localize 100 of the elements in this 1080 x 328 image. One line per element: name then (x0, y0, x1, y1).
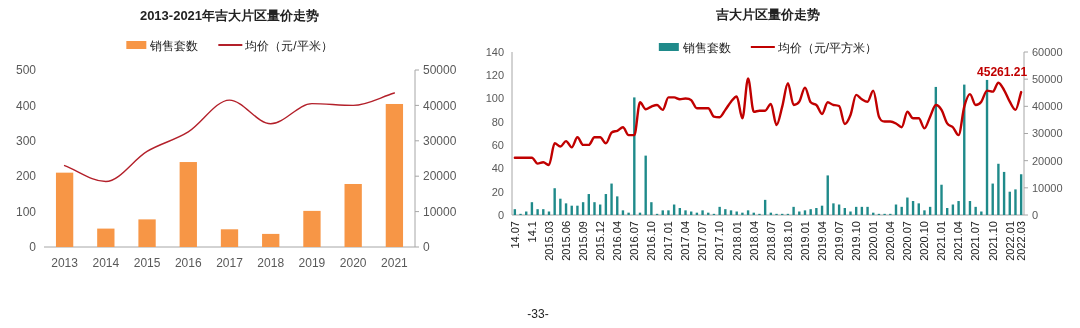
legend-label: 均价（元/平米） (244, 39, 333, 53)
y-tick-label: 100 (485, 92, 504, 105)
x-tick-label: 2019 (298, 256, 326, 270)
bar (866, 206, 869, 215)
y-tick-label: 140 (485, 45, 504, 58)
bar (303, 210, 321, 247)
bar (1014, 189, 1017, 215)
x-tick-label: 2016.04 (611, 221, 624, 261)
x-tick-label: 2020.10 (918, 221, 931, 261)
x-tick-label: 2017.07 (696, 221, 709, 261)
data-label: 45261.21 (977, 65, 1028, 80)
x-tick-label: 2020.07 (901, 221, 914, 261)
x-tick-label: 2015 (133, 256, 161, 270)
x-tick-label: 2015.03 (542, 221, 555, 261)
bar (684, 210, 687, 215)
bar (729, 210, 733, 215)
x-tick-label: 2018.07 (764, 221, 777, 261)
x-tick-label: 2021.04 (952, 221, 965, 261)
bar (644, 155, 647, 215)
y2-tick-label: 0 (423, 240, 430, 255)
legend-label: 销售套数 (681, 41, 731, 55)
y-tick-label: 500 (15, 63, 37, 78)
y-tick-label: 400 (15, 98, 37, 113)
bar (650, 202, 653, 215)
bar (815, 208, 818, 215)
bar (957, 201, 960, 215)
x-tick-label: 2019.07 (832, 221, 845, 261)
bar (900, 206, 903, 215)
bar (385, 103, 404, 247)
bar (344, 183, 362, 247)
y2-tick-label: 40000 (1032, 100, 1063, 113)
x-tick-label: 2021 (381, 256, 409, 270)
x-tick-label: 2016.10 (645, 221, 658, 261)
line-series (513, 77, 1023, 167)
bar (940, 184, 943, 215)
chart-title: 吉大片区量价走势 (715, 7, 820, 22)
x-tick-label: 2019.10 (850, 221, 863, 261)
y-tick-label: 60 (491, 138, 504, 151)
y2-tick-label: 10000 (423, 204, 457, 219)
bar (559, 198, 562, 215)
bar (832, 203, 835, 215)
y-tick-label: 0 (497, 208, 504, 221)
bar (621, 210, 625, 215)
y-tick-label: 120 (485, 69, 504, 82)
bar (593, 202, 596, 215)
x-tick-label: 2017 (216, 256, 244, 270)
x-tick-label: 2015.09 (576, 221, 589, 261)
y-tick-label: 200 (15, 169, 37, 184)
bar (792, 206, 795, 215)
x-tick-label: 2016 (174, 256, 202, 270)
y2-tick-label: 10000 (1032, 181, 1063, 194)
legend-label: 均价（元/平方米） (776, 41, 878, 55)
bar (576, 205, 579, 215)
line-series (63, 92, 396, 183)
y-tick-label: 80 (491, 115, 504, 128)
bar (803, 210, 807, 215)
legend-label: 销售套数 (149, 39, 199, 53)
y2-tick-label: 40000 (423, 98, 457, 113)
bar (746, 210, 750, 215)
y2-tick-label: 30000 (1032, 127, 1063, 140)
x-tick-label: 2017.04 (679, 221, 692, 261)
x-tick-label: 2020.01 (867, 221, 880, 261)
y-tick-label: 20 (491, 185, 504, 198)
bar (262, 233, 280, 247)
bar (536, 209, 539, 215)
bar (701, 210, 704, 215)
bar (55, 172, 74, 247)
bar (610, 183, 613, 215)
y2-tick-label: 30000 (423, 134, 457, 148)
x-tick-label: 2014 (92, 256, 120, 270)
x-tick-label: 2015.06 (559, 221, 572, 261)
bar (667, 210, 670, 215)
bar (179, 162, 197, 247)
x-tick-label: 2022.01 (1003, 221, 1016, 261)
y-tick-label: 40 (491, 162, 504, 175)
x-tick-label: 2017.01 (662, 221, 675, 261)
bar (627, 212, 630, 215)
y2-tick-label: 20000 (1032, 154, 1063, 167)
x-tick-label: 2016.07 (628, 221, 641, 261)
bar (906, 197, 909, 215)
x-tick-label: 2015.12 (594, 221, 607, 261)
x-tick-label: 2013 (51, 256, 79, 270)
x-tick-label: 2021.10 (986, 221, 999, 261)
x-tick-label: 2019.01 (798, 221, 811, 261)
x-tick-label: 14.1 (525, 221, 538, 243)
x-tick-label: 2018.10 (781, 221, 794, 261)
bar (553, 188, 556, 215)
y2-tick-label: 50000 (423, 63, 457, 78)
x-tick-label: 2018 (257, 256, 285, 270)
x-tick-label: 2021.01 (935, 221, 948, 261)
x-tick-label: 2017.10 (713, 221, 726, 261)
x-tick-label: 2019.04 (815, 221, 828, 261)
bar (974, 206, 977, 215)
bar (633, 97, 636, 215)
x-tick-label: 2018.04 (747, 221, 760, 261)
bar (923, 210, 926, 215)
y2-tick-label: 20000 (423, 169, 457, 184)
y-tick-label: 100 (15, 204, 37, 219)
bar (997, 163, 1000, 215)
y2-tick-label: 50000 (1032, 73, 1063, 86)
